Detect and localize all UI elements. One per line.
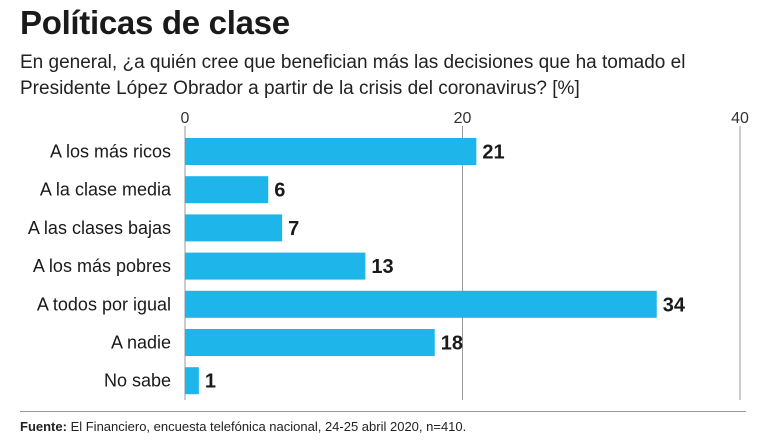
bar [185,252,366,280]
category-label: No sabe [104,371,171,391]
data-label: 21 [482,142,504,164]
data-label: 6 [274,180,285,202]
data-label: 7 [288,218,299,240]
bar [185,176,269,204]
chart-subtitle: En general, ¿a quién cree que benefician… [20,52,686,99]
bar [185,290,657,318]
data-label: 34 [663,294,686,316]
data-label: 18 [441,333,463,355]
data-label: 1 [205,371,216,393]
footer-divider [20,411,746,412]
source-text: El Financiero, encuesta telefónica nacio… [66,419,467,434]
x-tick-label: 0 [181,110,190,127]
category-label: A todos por igual [37,294,171,314]
bar [185,138,477,165]
source-label: Fuente: [20,419,67,434]
data-label: 13 [371,256,393,278]
source-note: Fuente: El Financiero, encuesta telefóni… [20,419,466,434]
category-label: A los más ricos [50,142,171,162]
category-label: A la clase media [40,180,172,200]
bar [185,329,435,356]
category-label: A los más pobres [33,256,171,276]
x-tick-label: 20 [454,110,472,127]
category-label: A nadie [111,333,171,353]
chart-title: Políticas de clase [20,4,290,41]
bar [185,367,199,395]
x-tick-label: 40 [731,110,749,127]
category-label: A las clases bajas [28,218,171,238]
bar [185,214,283,242]
